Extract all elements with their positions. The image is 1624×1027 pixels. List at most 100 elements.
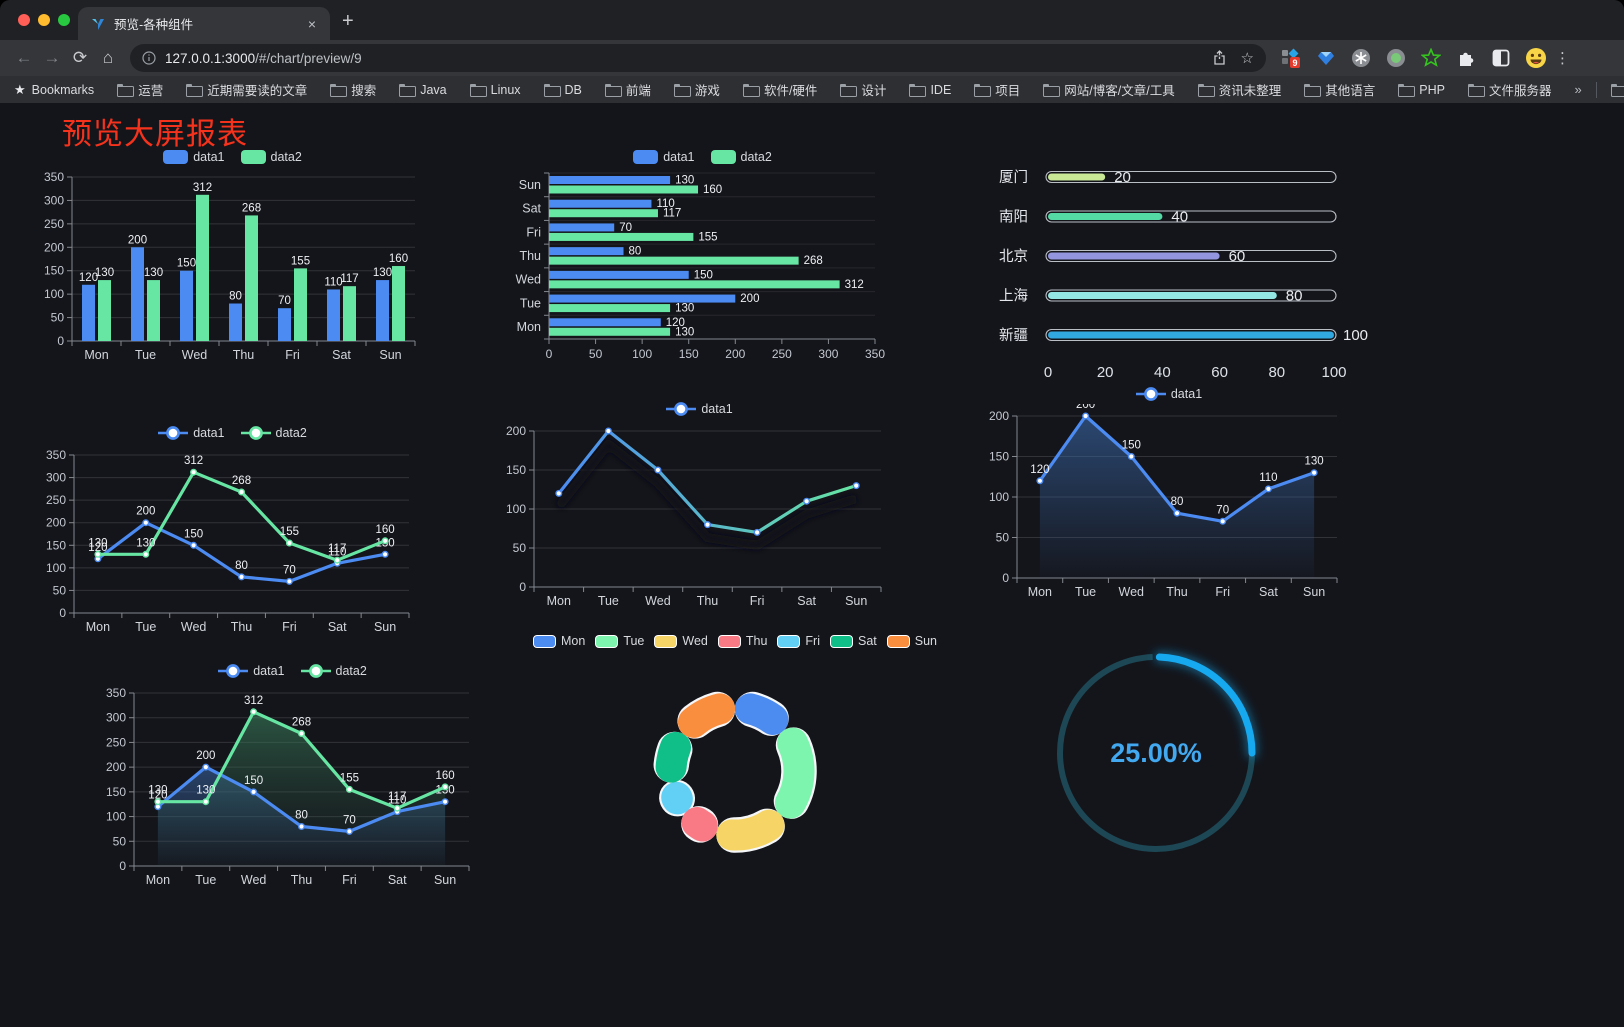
reload-button[interactable]: ⟳ (72, 48, 88, 67)
bookmark-folder[interactable]: 项目 (974, 80, 1020, 99)
svg-text:200: 200 (989, 409, 1009, 423)
bookmarks-bar: ★ Bookmarks 运营 近期需要读的文章 搜索 Java Linux DB 前端 游戏 软… (0, 76, 1624, 103)
svg-text:200: 200 (46, 516, 66, 530)
line-chart-plot: 0 50 100 150 200 250 300 350 Mon Tue Wed Thu Fri Sat S… (106, 686, 470, 887)
bookmarks-separator (1595, 81, 1597, 98)
chart-legend: data1 data2 (633, 147, 772, 167)
blue-gem-icon[interactable] (1315, 47, 1337, 69)
tab-strip: 预览-各种组件 × + (0, 0, 1624, 40)
back-button[interactable]: ← (15, 48, 33, 67)
svg-text:160: 160 (389, 253, 408, 265)
bookmark-folder[interactable]: 其他语言 (1304, 80, 1375, 99)
svg-text:200: 200 (128, 234, 147, 246)
svg-text:Sun: Sun (845, 594, 867, 608)
bookmark-folder[interactable]: 前端 (604, 80, 651, 99)
svg-text:160: 160 (436, 770, 455, 782)
snowflake-circle-icon[interactable] (1350, 47, 1372, 69)
bookmark-folder[interactable]: IDE (909, 83, 951, 97)
site-favicon-icon (92, 18, 104, 30)
legend-item-Sun[interactable]: Sun (886, 634, 937, 648)
address-bar[interactable]: 127.0.0.1:3000/#/chart/preview/9 ☆ (130, 44, 1266, 72)
share-icon[interactable] (1212, 50, 1227, 66)
zoom-window-button[interactable] (58, 14, 70, 26)
legend-item-Wed[interactable]: Wed (654, 634, 708, 648)
bookmarks-overflow-chevron[interactable]: » (1574, 82, 1582, 97)
close-window-button[interactable] (18, 14, 30, 26)
half-square-icon[interactable] (1490, 47, 1512, 69)
info-circle-icon[interactable] (142, 51, 156, 65)
bookmark-folder[interactable]: 运营 (117, 80, 163, 99)
svg-text:250: 250 (46, 493, 66, 507)
chart-line-gradient-shadow: data1 0 50 100 150 200 Mon Tue Wed Thu Fri Sat Sun (502, 399, 897, 617)
legend-item-data2[interactable]: data2 (240, 150, 302, 164)
browser-menu-icon[interactable]: ⋮ (1555, 50, 1570, 67)
svg-text:25.00%: 25.00% (1110, 738, 1202, 768)
svg-text:350: 350 (106, 686, 126, 700)
legend-item-data2[interactable]: data2 (300, 664, 367, 678)
green-star-icon[interactable] (1420, 47, 1442, 69)
donut-chart-plot (653, 691, 817, 853)
bookmarks-root[interactable]: ★ Bookmarks (14, 82, 94, 98)
svg-text:117: 117 (663, 208, 681, 220)
svg-text:Fri: Fri (750, 594, 765, 608)
svg-text:130: 130 (136, 537, 155, 549)
svg-text:300: 300 (106, 711, 126, 725)
bookmark-star-icon[interactable]: ☆ (1240, 50, 1254, 67)
legend-item-data2[interactable]: data2 (240, 426, 307, 440)
bookmark-folder[interactable]: DB (543, 83, 582, 97)
forward-button[interactable]: → (43, 48, 61, 67)
bookmark-folder[interactable]: 资讯未整理 (1197, 80, 1281, 99)
minimize-window-button[interactable] (38, 14, 50, 26)
svg-text:200: 200 (136, 506, 155, 518)
svg-text:130: 130 (196, 785, 215, 797)
legend-item-Tue[interactable]: Tue (595, 634, 644, 648)
line-legend-marker-icon (218, 664, 249, 678)
legend-item-data1[interactable]: data1 (163, 150, 225, 164)
svg-text:80: 80 (295, 810, 308, 822)
svg-text:20: 20 (1114, 169, 1131, 186)
folder-icon (469, 84, 487, 97)
svg-text:40: 40 (1154, 364, 1171, 381)
bookmark-folder[interactable]: 搜索 (330, 80, 376, 99)
svg-text:上海: 上海 (999, 288, 1028, 305)
bookmark-folder[interactable]: 设计 (840, 80, 886, 99)
svg-text:Sat: Sat (328, 620, 347, 634)
emoji-avatar-icon[interactable] (1525, 47, 1547, 69)
svg-text:Sun: Sun (374, 620, 396, 634)
green-dot-circle-icon[interactable] (1385, 47, 1407, 69)
tab-close-icon[interactable]: × (307, 15, 316, 32)
legend-item-data1[interactable]: data1 (666, 402, 733, 416)
new-tab-button[interactable]: + (342, 10, 354, 32)
svg-text:200: 200 (725, 347, 745, 361)
bookmark-folder[interactable]: Linux (469, 83, 521, 97)
svg-text:120: 120 (88, 542, 107, 554)
bookmark-folder[interactable]: 游戏 (673, 80, 720, 99)
bookmark-folder[interactable]: Java (399, 83, 447, 97)
browser-tab[interactable]: 预览-各种组件 × (78, 7, 330, 40)
svg-text:350: 350 (865, 347, 885, 361)
svg-text:120: 120 (666, 317, 685, 329)
bookmark-folder[interactable]: 网站/博客/文章/工具 (1043, 80, 1175, 99)
svg-text:Thu: Thu (519, 249, 541, 263)
legend-item-Thu[interactable]: Thu (717, 634, 767, 648)
bookmark-folder[interactable]: 近期需要读的文章 (186, 80, 307, 99)
grid-badge-9-icon[interactable]: 9 (1280, 47, 1302, 69)
bookmark-folder[interactable]: 软件/硬件 (742, 80, 817, 99)
legend-item-data1[interactable]: data1 (1135, 387, 1202, 401)
svg-text:Mon: Mon (86, 620, 110, 634)
legend-item-Mon[interactable]: Mon (532, 634, 585, 648)
legend-item-data2[interactable]: data2 (710, 150, 772, 164)
legend-item-Fri[interactable]: Fri (777, 634, 820, 648)
url-host: 127.0.0.1:3000 (165, 50, 256, 66)
legend-item-Sat[interactable]: Sat (830, 634, 877, 648)
home-button[interactable]: ⌂ (102, 48, 114, 67)
legend-item-data1[interactable]: data1 (633, 150, 695, 164)
bookmark-folder[interactable]: 文件服务器 (1467, 80, 1551, 99)
svg-text:Tue: Tue (195, 873, 216, 887)
puzzle-icon[interactable] (1455, 47, 1477, 69)
bookmark-other-folder[interactable]: 其他书签 (1610, 80, 1624, 99)
bookmark-folder[interactable]: PHP (1398, 83, 1445, 97)
legend-item-data1[interactable]: data1 (158, 426, 225, 440)
bar-chart-plot: 050100150200250300350Mon120130Tue200130W… (44, 170, 416, 362)
legend-item-data1[interactable]: data1 (218, 664, 285, 678)
